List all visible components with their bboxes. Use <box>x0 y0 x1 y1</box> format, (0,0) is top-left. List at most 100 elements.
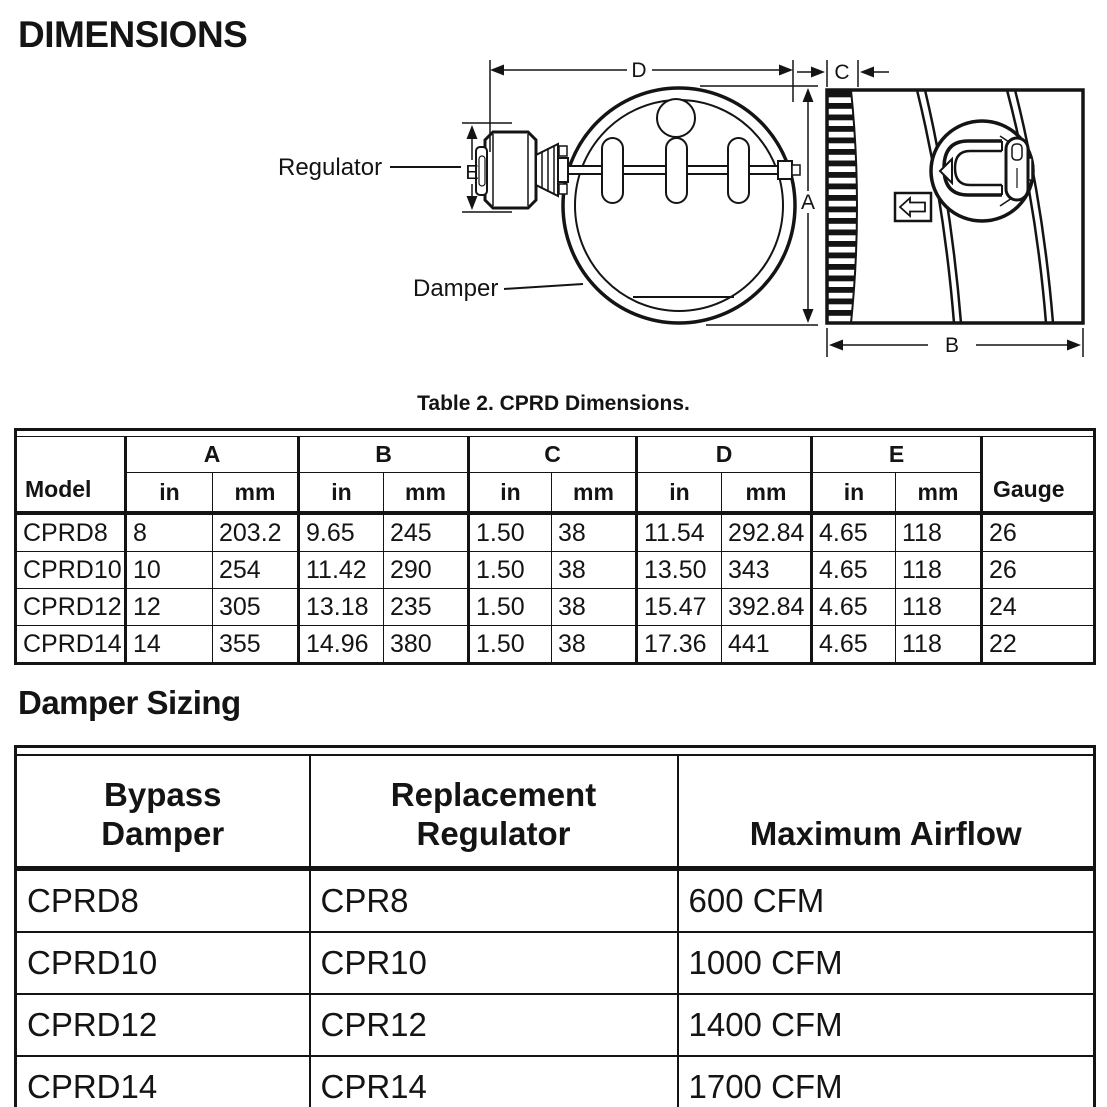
cell-b-mm: 235 <box>383 588 469 626</box>
dim-label-b: B <box>945 334 959 357</box>
unit-header-in: in <box>467 472 552 515</box>
col-group-c: C <box>467 436 637 473</box>
cell-c-mm: 38 <box>551 588 637 626</box>
cell-bypass-damper: CPRD12 <box>14 993 311 1057</box>
cell-maximum-airflow: 1400 CFM <box>676 993 1096 1057</box>
shaft-hole <box>656 98 696 138</box>
cell-c-in: 1.50 <box>467 512 552 552</box>
unit-header-row: in mm in mm in mm in mm in mm <box>16 472 1095 515</box>
unit-header-in: in <box>635 472 722 515</box>
cell-model: CPRD14 <box>15 625 126 664</box>
cell-d-mm: 392.84 <box>721 588 812 626</box>
col-group-e: E <box>810 436 982 473</box>
col-header-bypass-damper: Bypass Damper <box>14 754 311 871</box>
unit-header-in: in <box>810 472 896 515</box>
pointer-triangle-icon <box>938 156 953 186</box>
col-header-model: Model <box>15 436 126 515</box>
cell-a-in: 8 <box>124 512 213 552</box>
col-group-d: D <box>635 436 812 473</box>
cell-c-mm: 38 <box>551 512 637 552</box>
cell-model: CPRD12 <box>15 588 126 626</box>
page-title: DIMENSIONS <box>18 14 248 55</box>
regulator-knob <box>475 130 569 210</box>
unit-header-in: in <box>124 472 213 515</box>
cell-gauge: 22 <box>980 625 1095 664</box>
cell-b-mm: 380 <box>383 625 469 664</box>
dim-c-annotation: C <box>797 60 889 87</box>
cell-model: CPRD10 <box>15 551 126 589</box>
rod-end-clip <box>777 160 793 180</box>
cell-maximum-airflow: 1000 CFM <box>676 931 1096 995</box>
cell-b-in: 11.42 <box>297 551 384 589</box>
col-header-maximum-airflow: Maximum Airflow <box>676 754 1096 871</box>
table-caption: Table 2. CPRD Dimensions. <box>417 392 690 415</box>
cell-b-mm: 245 <box>383 512 469 552</box>
cell-gauge: 26 <box>980 512 1095 552</box>
cell-c-in: 1.50 <box>467 588 552 626</box>
dim-e-annotation: E <box>462 122 512 213</box>
dim-d-annotation: D <box>489 59 794 152</box>
table-top-rule <box>15 429 1095 437</box>
cell-a-mm: 355 <box>212 625 299 664</box>
cell-replacement-regulator: CPR12 <box>308 993 679 1057</box>
unit-header-mm: mm <box>383 472 469 515</box>
cell-e-mm: 118 <box>895 551 982 589</box>
col-header-replacement-regulator: Replacement Regulator <box>308 754 679 871</box>
cell-b-in: 14.96 <box>297 625 384 664</box>
cell-maximum-airflow: 1700 CFM <box>676 1055 1096 1107</box>
cell-bypass-damper: CPRD8 <box>14 867 311 933</box>
cell-maximum-airflow: 600 CFM <box>676 867 1096 933</box>
table-row: CPRD14 CPR14 1700 CFM <box>14 1055 1096 1107</box>
dim-label-c: C <box>834 61 849 84</box>
cell-a-mm: 305 <box>212 588 299 626</box>
regulator-callout-label: Regulator <box>278 154 382 181</box>
unit-header-mm: mm <box>551 472 637 515</box>
damper-callout: Damper <box>413 275 584 302</box>
cell-e-in: 4.65 <box>810 551 896 589</box>
cell-a-in: 12 <box>124 588 213 626</box>
cell-gauge: 26 <box>980 551 1095 589</box>
dimensions-diagram: D A E C <box>278 59 1085 357</box>
cell-e-mm: 118 <box>895 512 982 552</box>
cell-a-in: 14 <box>124 625 213 664</box>
table-row: CPRD10 10 254 11.42 290 1.50 38 13.50 34… <box>15 551 1095 589</box>
cell-a-in: 10 <box>124 551 213 589</box>
unit-header-mm: mm <box>212 472 299 515</box>
dim-label-a: A <box>801 191 815 214</box>
cell-d-mm: 441 <box>721 625 812 664</box>
table-row: CPRD12 CPR12 1400 CFM <box>14 993 1096 1057</box>
table-row: CPRD14 14 355 14.96 380 1.50 38 17.36 44… <box>15 625 1095 664</box>
damper-side-view <box>825 88 1085 325</box>
cell-c-mm: 38 <box>551 551 637 589</box>
cell-bypass-damper: CPRD14 <box>14 1055 311 1107</box>
damper-sizing-table: Bypass Damper Replacement Regulator Maxi… <box>14 745 1096 1107</box>
cell-bypass-damper: CPRD10 <box>14 931 311 995</box>
dim-b-annotation: B <box>826 328 1084 357</box>
cell-b-in: 13.18 <box>297 588 384 626</box>
table-top-rule <box>14 745 1096 756</box>
dim-label-e: E <box>465 162 478 184</box>
group-header-row: Model A B C D E Gauge <box>15 436 1095 515</box>
dim-label-d: D <box>631 59 646 82</box>
table-row: CPRD8 CPR8 600 CFM <box>14 867 1096 933</box>
unit-header-mm: mm <box>721 472 812 515</box>
cell-replacement-regulator: CPR14 <box>308 1055 679 1107</box>
damper-callout-label: Damper <box>413 275 498 302</box>
cell-replacement-regulator: CPR8 <box>308 867 679 933</box>
airflow-arrow-icon <box>893 191 933 223</box>
damper-front-view <box>558 86 801 325</box>
crimped-collar <box>826 89 858 324</box>
cprd-dimensions-table: Model A B C D E Gauge in mm in mm in mm … <box>14 428 1096 665</box>
regulator-side-view <box>929 119 1035 223</box>
section-title-damper-sizing: Damper Sizing <box>18 684 241 721</box>
table-row: CPRD8 8 203.2 9.65 245 1.50 38 11.54 292… <box>15 512 1095 552</box>
col-header-gauge: Gauge <box>980 436 1095 515</box>
unit-header-in: in <box>297 472 384 515</box>
cell-model: CPRD8 <box>15 512 126 552</box>
cell-c-in: 1.50 <box>467 551 552 589</box>
cell-e-in: 4.65 <box>810 512 896 552</box>
cell-replacement-regulator: CPR10 <box>308 931 679 995</box>
cell-d-in: 15.47 <box>635 588 722 626</box>
cell-d-in: 11.54 <box>635 512 722 552</box>
cell-c-mm: 38 <box>551 625 637 664</box>
